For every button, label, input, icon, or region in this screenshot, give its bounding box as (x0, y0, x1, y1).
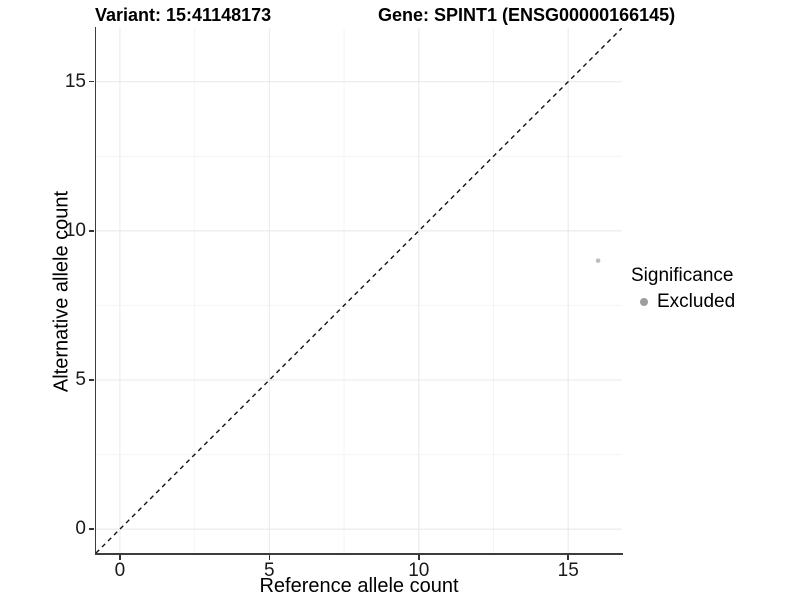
y-axis-tick-label: 10 (64, 219, 86, 241)
x-axis-title: Reference allele count (259, 575, 459, 597)
y-axis-title: Alternative allele count (50, 190, 73, 393)
x-axis-tick-label: 5 (264, 560, 275, 581)
legend-entry-excluded: Excluded (631, 290, 735, 314)
data-point (595, 258, 601, 263)
plot-title-gene: Gene: SPINT1 (ENSG00000166145) (378, 5, 676, 25)
legend-title: Significance (631, 265, 734, 286)
y-axis-tick-label: 15 (64, 70, 86, 92)
x-axis-tick (119, 555, 121, 560)
plot-canvas (96, 28, 622, 553)
y-axis-tick (89, 528, 94, 530)
x-axis-line (94, 553, 623, 555)
x-axis-tick-label: 15 (557, 560, 579, 581)
y-axis-tick (89, 379, 94, 381)
y-axis-tick (89, 230, 94, 232)
x-axis-tick-label: 10 (408, 560, 430, 581)
y-axis-line (94, 27, 96, 554)
x-axis-tick (268, 555, 271, 560)
x-axis-tick (418, 555, 420, 560)
legend: Significance Excluded (631, 264, 735, 314)
y-axis-tick-label: 0 (75, 518, 86, 540)
plot-panel (96, 28, 622, 553)
identity-reference-line (96, 28, 622, 553)
plot-title-variant: Variant: 15:41148173 (95, 5, 272, 25)
legend-point-icon (640, 298, 648, 306)
legend-key (631, 298, 657, 306)
x-axis-tick (567, 555, 569, 560)
x-axis-tick-label: 0 (114, 560, 126, 581)
legend-entry-label: Excluded (657, 291, 736, 312)
y-axis-tick-label: 5 (75, 368, 86, 390)
y-axis-tick (89, 80, 94, 83)
